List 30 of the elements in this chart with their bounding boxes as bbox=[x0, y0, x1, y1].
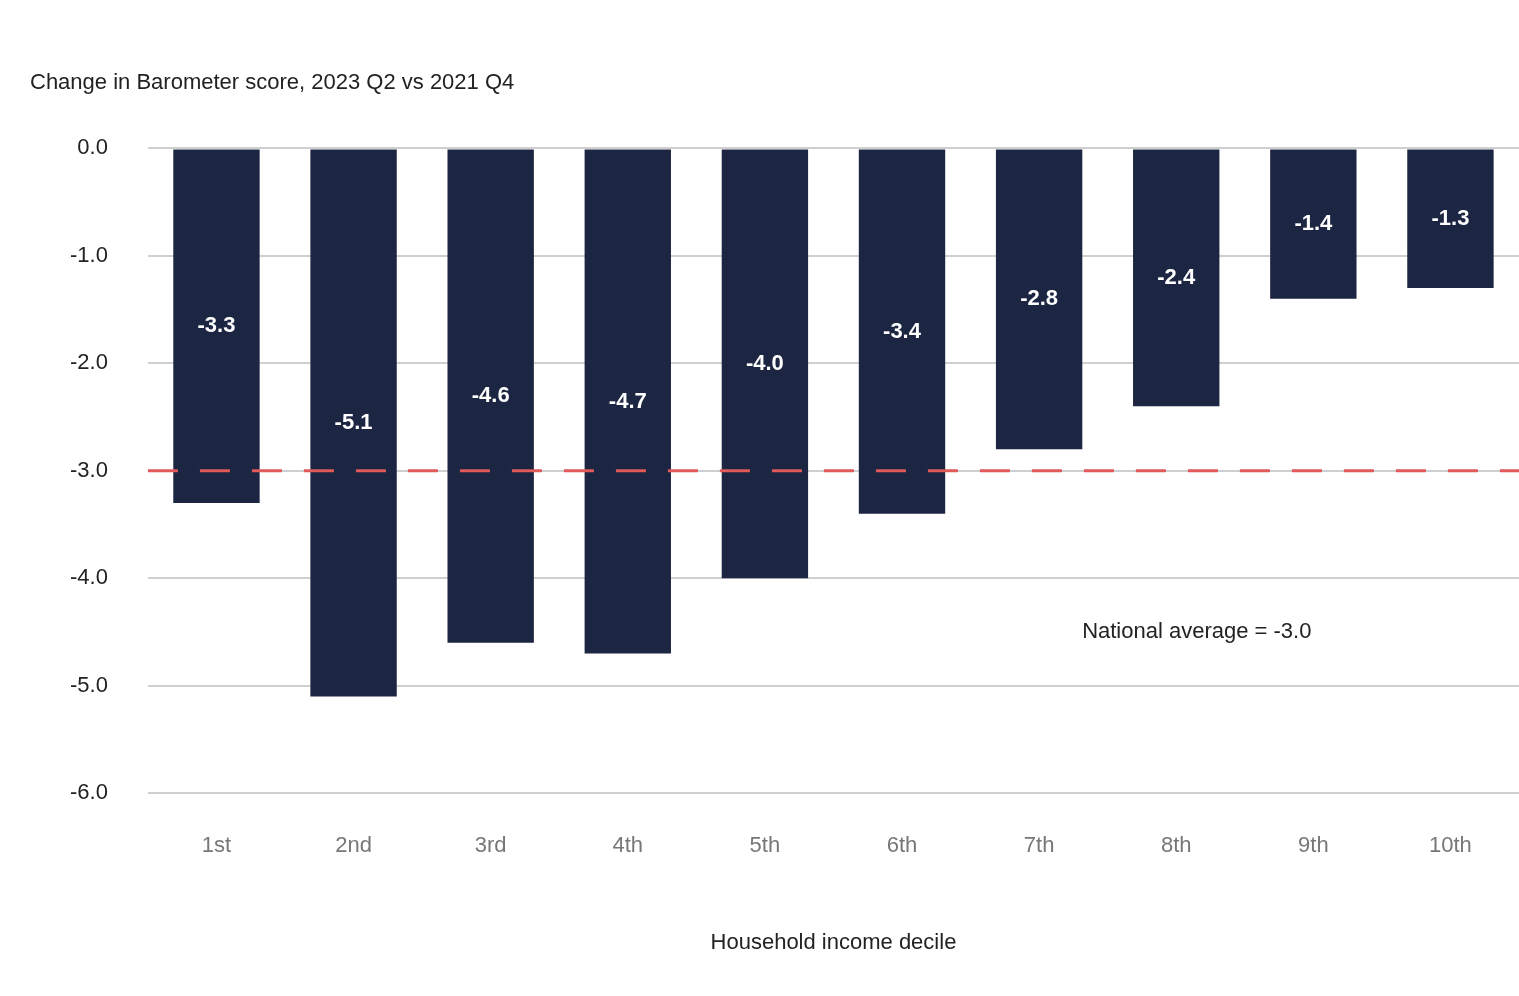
x-tick-label: 1st bbox=[201, 832, 232, 858]
x-tick-label: 3rd bbox=[474, 832, 507, 858]
data-label: -4.0 bbox=[745, 349, 784, 375]
annotation: National average = -3.0 bbox=[1082, 618, 1312, 644]
y-tick-label: -1.0 bbox=[69, 241, 108, 267]
data-label: -4.7 bbox=[608, 387, 647, 413]
x-tick-label: 6th bbox=[886, 832, 918, 858]
y-tick-label: -6.0 bbox=[69, 779, 108, 805]
y-tick-label: 0.0 bbox=[77, 134, 108, 160]
y-tick-label: -5.0 bbox=[69, 671, 108, 697]
data-label: -2.8 bbox=[1020, 285, 1059, 311]
y-tick-label: -2.0 bbox=[69, 349, 108, 375]
x-tick-label: 10th bbox=[1429, 832, 1472, 858]
x-axis-title: Household income decile bbox=[710, 928, 957, 954]
data-label: -1.4 bbox=[1294, 210, 1334, 236]
y-tick-label: -4.0 bbox=[69, 564, 108, 590]
y-tick-label: -3.0 bbox=[69, 456, 108, 482]
x-tick-label: 4th bbox=[612, 832, 644, 858]
data-label: -3.4 bbox=[883, 317, 922, 343]
data-label: -4.6 bbox=[471, 382, 510, 408]
data-label: -2.4 bbox=[1157, 263, 1196, 289]
chart-title: Change in Barometer score, 2023 Q2 vs 2021 Q4 bbox=[30, 69, 515, 95]
x-tick-label: 9th bbox=[1298, 832, 1329, 858]
x-tick-label: 7th bbox=[1023, 832, 1055, 858]
x-tick-label: 5th bbox=[749, 832, 781, 858]
data-label: -5.1 bbox=[334, 409, 373, 434]
x-tick-label: 8th bbox=[1160, 832, 1192, 858]
data-label: -1.3 bbox=[1431, 204, 1470, 230]
data-label: -3.3 bbox=[197, 312, 236, 338]
x-tick-label: 2nd bbox=[335, 832, 372, 858]
